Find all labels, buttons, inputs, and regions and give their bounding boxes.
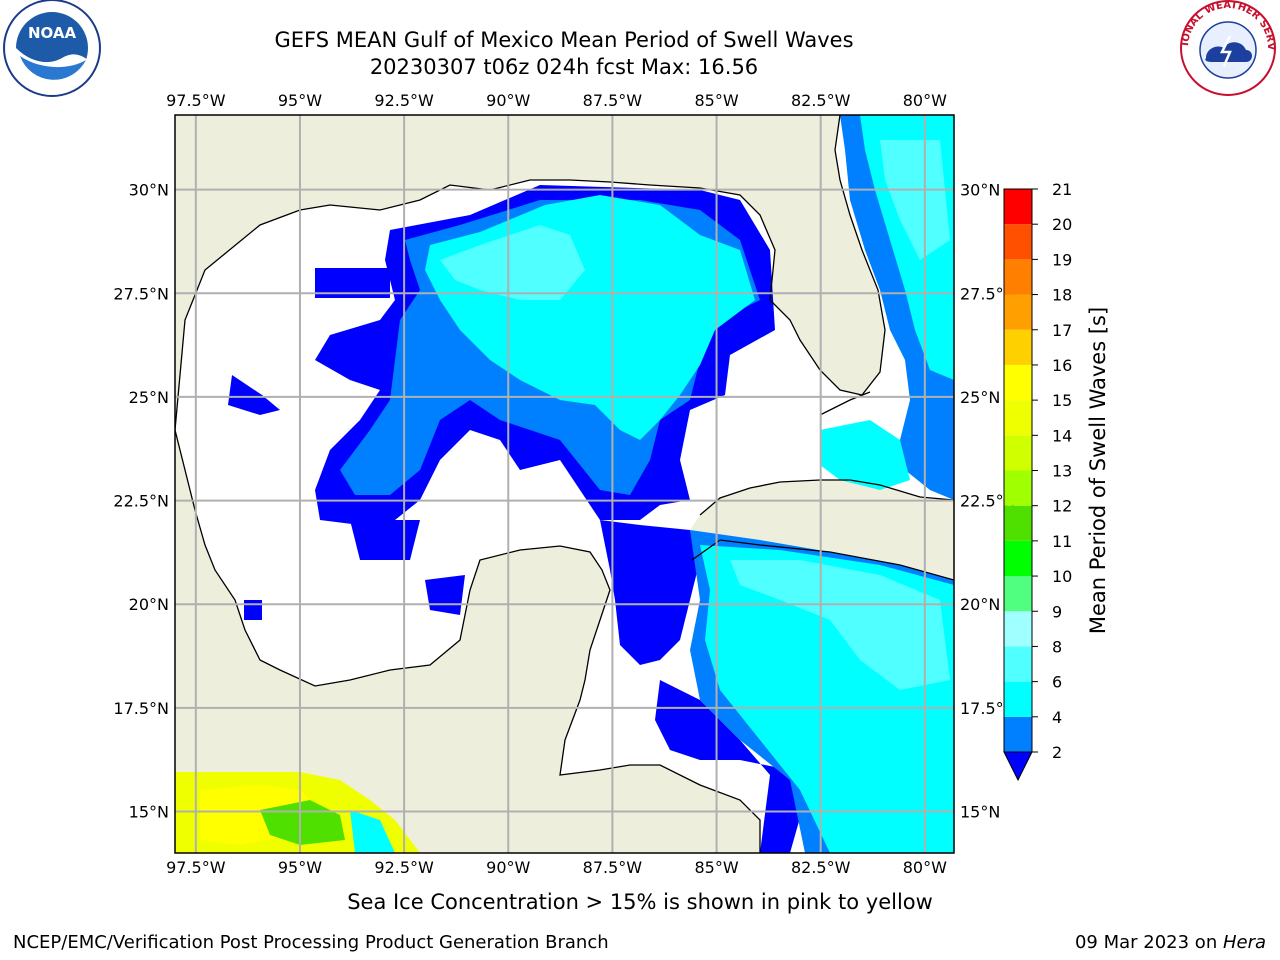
lat-label-right: 22.5°N: [960, 492, 1016, 511]
lon-label-top: 90°W: [486, 91, 530, 110]
lat-label-left: 20°N: [129, 595, 169, 614]
lat-label-right: 30°N: [960, 181, 1000, 200]
noaa-logo: NOAA: [3, 0, 101, 97]
colorbar-segment: [1004, 294, 1032, 330]
colorbar-tick-label: 13: [1052, 462, 1072, 481]
lon-label-bottom: 87.5°W: [583, 858, 643, 877]
swell-contour-region: [880, 140, 950, 260]
coastline: [175, 429, 761, 853]
lat-label-left: 30°N: [129, 181, 169, 200]
colorbar-tick-label: 18: [1052, 286, 1072, 305]
colorbar-tick-label: 11: [1052, 532, 1072, 551]
swell-contour-region: [315, 268, 390, 298]
map-title: GEFS MEAN Gulf of Mexico Mean Period of …: [274, 28, 854, 52]
colorbar-tick-label: 10: [1052, 567, 1072, 586]
colorbar-segment: [1004, 435, 1032, 471]
colorbar-segment: [1004, 646, 1032, 682]
colorbar-tick-label: 2: [1052, 743, 1062, 762]
colorbar-tick-label: 6: [1052, 673, 1062, 692]
swell-contour-region: [228, 375, 280, 415]
lon-label-top: 85°W: [694, 91, 738, 110]
lat-label-right: 27.5°N: [960, 284, 1016, 303]
colorbar-tick-label: 20: [1052, 215, 1072, 234]
colorbar-segment: [1004, 400, 1032, 436]
lon-label-top: 92.5°W: [374, 91, 434, 110]
swell-contour-region: [350, 810, 395, 853]
footer-date-text: 09 Mar 2023 on: [1074, 932, 1223, 953]
lon-label-bottom: 95°W: [278, 858, 322, 877]
colorbar-tick-label: 14: [1052, 426, 1072, 445]
swell-contour-region: [600, 520, 700, 665]
swell-contour-region: [425, 575, 465, 615]
lon-label-bottom: 85°W: [694, 858, 738, 877]
lon-label-top: 95°W: [278, 91, 322, 110]
colorbar-tick-label: 8: [1052, 637, 1062, 656]
colorbar-segment: [1004, 505, 1032, 541]
coastline: [691, 539, 954, 581]
colorbar-tick-label: 15: [1052, 391, 1072, 410]
colorbar-extend-arrow: [1003, 751, 1033, 782]
noaa-logo-text: NOAA: [28, 24, 77, 42]
colorbar-segment: [1004, 470, 1032, 506]
swell-contour-region: [440, 225, 585, 300]
map-frame: [174, 114, 955, 854]
colorbar-tick-label: 17: [1052, 321, 1072, 340]
lon-label-bottom: 82.5°W: [791, 858, 851, 877]
lon-label-top: 97.5°W: [166, 91, 226, 110]
colorbar-segment: [1004, 611, 1032, 647]
colorbar-segment: [1004, 681, 1032, 717]
lat-label-right: 20°N: [960, 595, 1000, 614]
sea-ice-note: Sea Ice Concentration > 15% is shown in …: [347, 890, 933, 914]
lat-label-right: 15°N: [960, 803, 1000, 822]
footer-date: 09 Mar 2023 on Hera: [1075, 932, 1266, 953]
swell-contour-region: [655, 680, 805, 853]
nws-logo: NATIONAL WEATHER SERVICE: [1176, 0, 1276, 96]
swell-contour-region: [350, 520, 420, 560]
lon-label-top: 80°W: [903, 91, 947, 110]
map-subtitle: 20230307 t06z 024h fcst Max: 16.56: [369, 55, 759, 79]
lat-label-left: 22.5°N: [113, 492, 169, 511]
lon-label-top: 87.5°W: [583, 91, 643, 110]
footer-credit: NCEP/EMC/Verification Post Processing Pr…: [13, 932, 609, 953]
lon-label-top: 82.5°W: [791, 91, 851, 110]
lat-label-right: 17.5°N: [960, 699, 1016, 718]
swell-contour-region: [730, 560, 950, 690]
colorbar-segment: [1004, 329, 1032, 365]
colorbar-segment: [1004, 364, 1032, 401]
lon-label-bottom: 80°W: [903, 858, 947, 877]
colorbar-segment: [1004, 224, 1032, 260]
lat-label-left: 17.5°N: [113, 699, 169, 718]
colorbar-tick-label: 21: [1052, 180, 1072, 199]
colorbar-segment: [1004, 716, 1032, 752]
swell-contour-region: [244, 600, 262, 620]
lon-label-bottom: 92.5°W: [374, 858, 434, 877]
swell-contour-region: [820, 420, 910, 490]
colorbar-label: Mean Period of Swell Waves [s]: [1086, 307, 1110, 634]
colorbar-tick-label: 12: [1052, 497, 1072, 516]
footer-host: Hera: [1222, 932, 1266, 953]
coastline: [175, 115, 886, 431]
colorbar-tick-label: 16: [1052, 356, 1072, 375]
lat-label-left: 15°N: [129, 803, 169, 822]
lat-label-right: 25°N: [960, 388, 1000, 407]
colorbar-tick-label: 19: [1052, 250, 1072, 269]
lon-label-bottom: 97.5°W: [166, 858, 226, 877]
colorbar-segment: [1004, 259, 1032, 295]
colorbar-tick-label: 9: [1052, 602, 1062, 621]
colorbar-segment: [1004, 189, 1032, 225]
lon-label-bottom: 90°W: [486, 858, 530, 877]
coastline: [819, 391, 871, 416]
colorbar-tick-label: 4: [1052, 708, 1062, 727]
lat-label-left: 27.5°N: [113, 284, 169, 303]
lat-label-left: 25°N: [129, 388, 169, 407]
colorbar-segment: [1004, 576, 1032, 612]
colorbar-segment: [1004, 540, 1032, 577]
